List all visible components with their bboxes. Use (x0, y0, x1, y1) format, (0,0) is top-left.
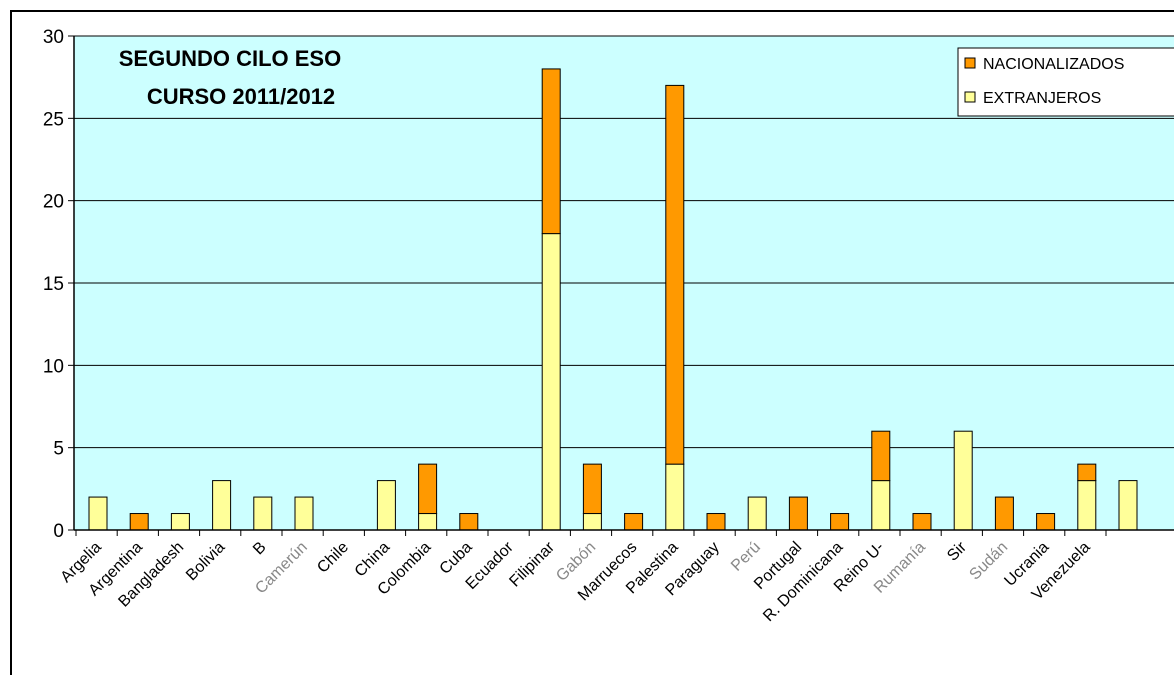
bar-nacionalizados (582, 463, 602, 515)
bar-extranjeros (170, 513, 190, 531)
x-tick-label: Cuba (437, 539, 476, 578)
bar-extranjeros (253, 496, 273, 531)
bar-nacionalizados (665, 84, 685, 465)
y-tick-label: 25 (43, 109, 64, 130)
bar-extranjeros (871, 480, 891, 531)
x-tick-label: B (250, 539, 270, 559)
x-tick-label: Filipinar (506, 538, 558, 590)
legend-box (957, 47, 1174, 117)
legend-swatch-nacionalizados (964, 57, 976, 69)
bar-nacionalizados (1036, 513, 1056, 531)
chart-title-line-2: CURSO 2011/2012 (147, 84, 335, 109)
legend-label-extranjeros: EXTRANJEROS (983, 90, 1101, 107)
bar-nacionalizados (994, 496, 1014, 531)
bar-nacionalizados (624, 513, 644, 531)
x-tick-label: Bolivia (183, 539, 228, 584)
bar-extranjeros (541, 233, 561, 531)
x-tick-label: Sir (944, 538, 970, 564)
y-tick-label: 0 (53, 521, 64, 542)
bar-extranjeros (1118, 480, 1138, 531)
legend-swatch-extranjeros (964, 91, 976, 103)
y-tick-label: 20 (43, 192, 64, 213)
legend: NACIONALIZADOS EXTRANJEROS (957, 47, 1174, 117)
bar-extranjeros (582, 513, 602, 531)
x-tick-label: Chile (314, 539, 352, 577)
x-tick-label: Perú (728, 539, 764, 575)
bar-nacionalizados (912, 513, 932, 531)
y-tick-label: 5 (53, 439, 64, 460)
bar-nacionalizados (459, 513, 479, 531)
bar-nacionalizados (418, 463, 438, 515)
y-tick-label: 10 (43, 356, 64, 377)
bar-extranjeros (376, 480, 396, 531)
bar-extranjeros (665, 463, 685, 531)
bar-extranjeros (1077, 480, 1097, 531)
bar-nacionalizados (706, 513, 726, 531)
bar-extranjeros (418, 513, 438, 531)
bar-nacionalizados (871, 430, 891, 482)
y-tick-label: 15 (43, 274, 64, 295)
bar-extranjeros (747, 496, 767, 531)
y-tick-label: 30 (43, 27, 64, 48)
bar-extranjeros (953, 430, 973, 531)
bar-extranjeros (212, 480, 232, 531)
bar-extranjeros (88, 496, 108, 531)
bar-nacionalizados (129, 513, 149, 531)
chart-title-line-1: SEGUNDO CILO ESO (119, 46, 341, 71)
legend-label-nacionalizados: NACIONALIZADOS (983, 56, 1124, 73)
bar-extranjeros (294, 496, 314, 531)
bar-nacionalizados (541, 68, 561, 235)
bar-nacionalizados (1077, 463, 1097, 482)
bar-nacionalizados (788, 496, 808, 531)
bar-nacionalizados (830, 513, 850, 531)
